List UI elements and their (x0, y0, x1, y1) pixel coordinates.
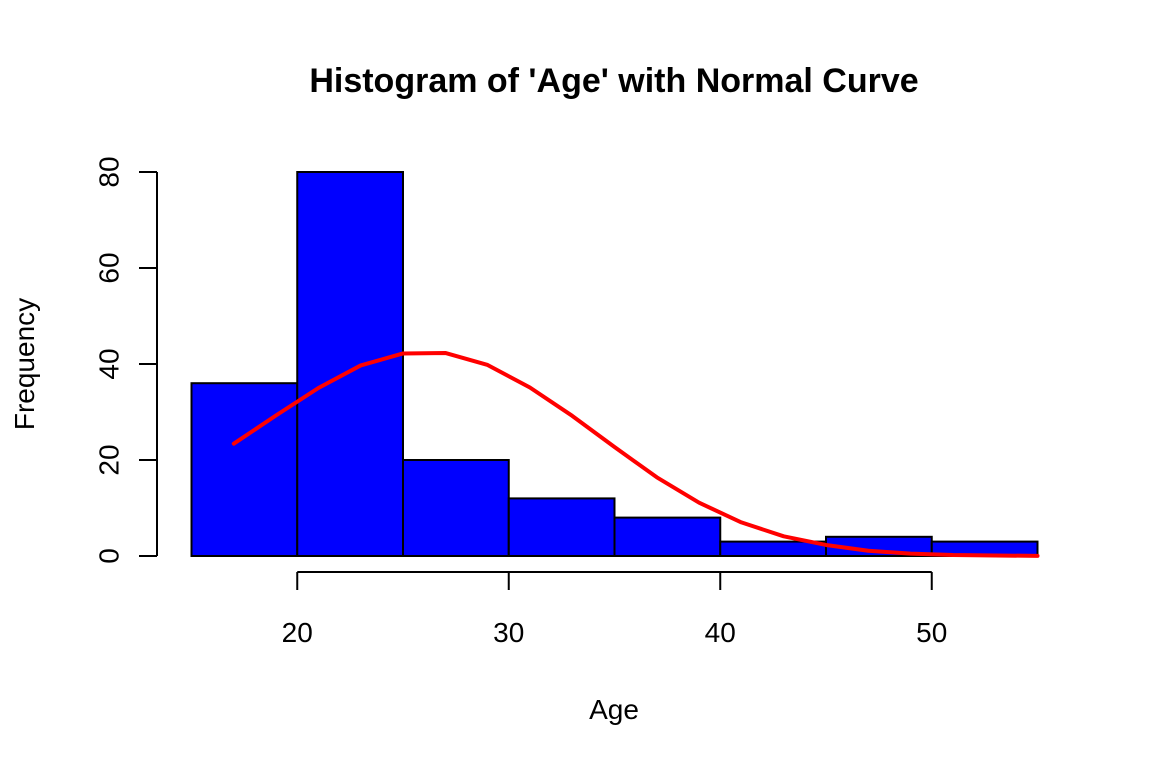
y-tick-label-0: 0 (93, 548, 124, 564)
histogram-bar-4 (507, 497, 616, 557)
bars-layer (190, 171, 1039, 558)
y-tick-label-80: 80 (93, 156, 124, 187)
x-tick-label-20: 20 (282, 617, 313, 648)
histogram-bar-1 (190, 382, 299, 558)
x-tick-label-40: 40 (705, 617, 736, 648)
y-axis: 0 20 40 60 80 (93, 156, 158, 564)
normal-curve-line (231, 350, 1040, 558)
y-tick-label-60: 60 (93, 252, 124, 283)
histogram-bar-3 (402, 459, 510, 557)
x-axis-label: Age (589, 694, 639, 725)
x-axis: 20 30 40 50 (282, 571, 947, 648)
y-tick-label-20: 20 (93, 444, 124, 475)
curve-layer (231, 350, 1040, 558)
chart-title: Histogram of 'Age' with Normal Curve (309, 62, 918, 100)
histogram-bar-5 (613, 516, 722, 557)
y-axis-label: Frequency (9, 298, 40, 430)
x-tick-label-30: 30 (493, 617, 524, 648)
histogram-bar-2 (296, 171, 404, 557)
y-tick-label-40: 40 (93, 348, 124, 379)
x-tick-label-50: 50 (916, 617, 947, 648)
